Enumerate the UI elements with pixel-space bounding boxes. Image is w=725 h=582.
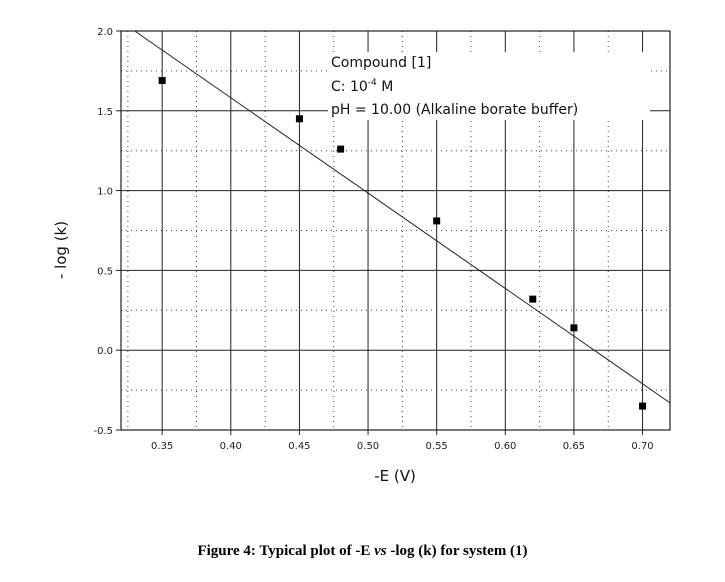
data-points (158, 76, 647, 410)
figure-caption: Figure 4: Typical plot of -E vs -log (k)… (197, 543, 528, 559)
data-point (433, 217, 441, 225)
annotation-compound: Compound [1] (331, 55, 431, 71)
data-point (529, 295, 537, 303)
x-tick-label: 0.60 (494, 441, 516, 452)
x-tick-label: 0.35 (151, 441, 173, 452)
annotation-ph: pH = 10.00 (Alkaline borate buffer) (331, 102, 578, 118)
y-tick-label: 1.0 (97, 187, 113, 198)
data-point (337, 145, 345, 153)
y-tick-label: 1.5 (97, 107, 113, 118)
x-tick-label: 0.70 (631, 441, 653, 452)
x-tick-label: 0.55 (426, 441, 448, 452)
x-axis-ticks: 0.35 0.40 0.45 0.50 0.55 0.60 0.65 0.70 (151, 430, 654, 452)
y-tick-label: -0.5 (93, 426, 113, 437)
y-tick-label: 0.0 (97, 346, 113, 357)
y-tick-label: 2.0 (97, 27, 113, 38)
fit-line (134, 30, 671, 404)
y-axis-ticks: -0.5 0.0 0.5 1.0 1.5 2.0 (93, 27, 121, 437)
data-point (158, 76, 166, 84)
data-point (639, 402, 647, 410)
annotation-background (328, 52, 650, 120)
x-tick-label: 0.40 (220, 441, 242, 452)
annotation-concentration: C: 10-4 M (331, 78, 393, 95)
chart: 0.35 0.40 0.45 0.50 0.55 0.60 0.65 0.70 -0.5 0.0… (52, 27, 671, 485)
x-tick-label: 0.45 (288, 441, 310, 452)
data-point (570, 324, 578, 332)
plot-frame (120, 30, 671, 431)
x-tick-label: 0.65 (563, 441, 585, 452)
y-axis-label: - log (k) (52, 221, 70, 279)
x-axis-label: -E (V) (374, 467, 416, 485)
x-tick-label: 0.50 (357, 441, 379, 452)
y-tick-label: 0.5 (97, 266, 113, 277)
data-point (295, 115, 303, 123)
